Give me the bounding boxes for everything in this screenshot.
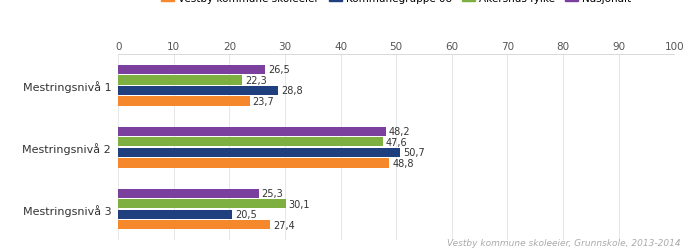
Text: 27,4: 27,4 [273, 220, 295, 230]
Text: 48,8: 48,8 [392, 158, 414, 168]
Bar [118, 97, 250, 106]
Text: 23,7: 23,7 [253, 96, 275, 106]
Bar [118, 199, 286, 208]
Bar [118, 220, 270, 230]
Bar [118, 66, 265, 75]
Bar [118, 210, 232, 219]
Bar [118, 189, 259, 198]
Text: 47,6: 47,6 [386, 137, 407, 147]
Text: 50,7: 50,7 [403, 148, 425, 158]
Bar [118, 158, 389, 168]
Bar [118, 138, 383, 147]
Text: 26,5: 26,5 [268, 65, 290, 75]
Bar [118, 148, 400, 157]
Legend: Vestby kommune skoleeier, Kommunegruppe 08, Akershus fylke, Nasjonalt: Vestby kommune skoleeier, Kommunegruppe … [157, 0, 635, 8]
Text: 48,2: 48,2 [389, 127, 411, 137]
Text: 22,3: 22,3 [245, 76, 267, 86]
Bar [118, 127, 386, 136]
Text: 30,1: 30,1 [288, 199, 310, 209]
Text: 20,5: 20,5 [235, 210, 256, 220]
Bar [118, 86, 278, 96]
Text: 25,3: 25,3 [261, 188, 284, 198]
Bar [118, 76, 242, 85]
Text: Vestby kommune skoleeier, Grunnskole, 2013-2014: Vestby kommune skoleeier, Grunnskole, 20… [448, 238, 681, 248]
Text: 28,8: 28,8 [281, 86, 303, 96]
